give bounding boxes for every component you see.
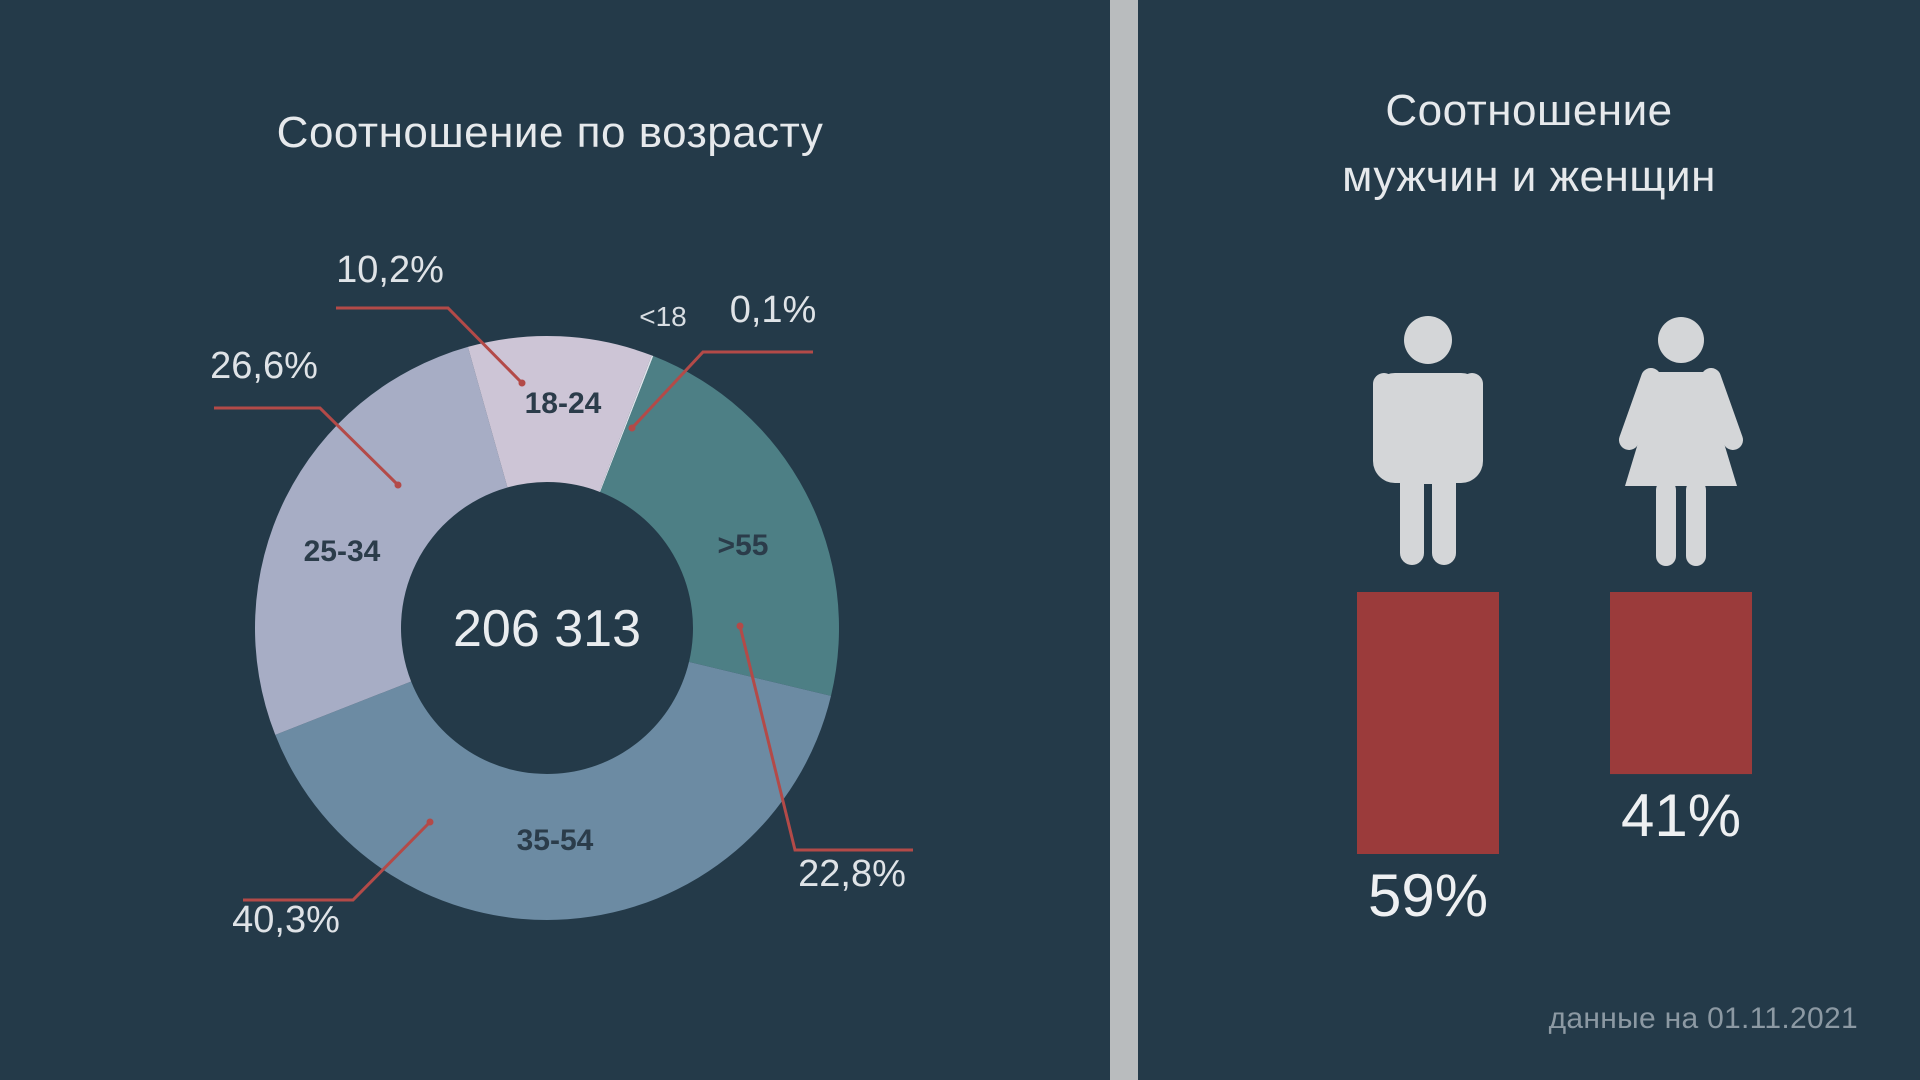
- slice-label-under-18: <18: [639, 301, 687, 332]
- leader-line-35-54: [243, 820, 432, 902]
- slice-under-18: [599, 355, 654, 493]
- slice-label-over-55: >55: [718, 529, 769, 562]
- gender-chart-title: Соотношение мужчин и женщин: [1138, 78, 1920, 210]
- slice-percent-over-55: 22,8%: [798, 853, 906, 895]
- age-panel: Соотношение по возрасту 206 313 <18 0,1% >5…: [210, 108, 913, 941]
- slice-label-35-54: 35-54: [517, 824, 594, 857]
- slice-percent-under-18: 0,1%: [730, 289, 817, 331]
- man-icon: [1373, 316, 1483, 565]
- bar-female: [1610, 592, 1752, 775]
- slice-percent-18-24: 10,2%: [336, 249, 444, 291]
- age-donut-chart: 206 313 <18 0,1% >55 22,8% 35-54 40,3% 25-34 26,…: [210, 249, 913, 941]
- leader-dot-25-34: [394, 481, 402, 489]
- leader-dot-18-24: [518, 379, 526, 387]
- leader-dot-over-55: [736, 622, 744, 630]
- slice-percent-35-54: 40,3%: [232, 899, 340, 941]
- gender-title-line-1: Соотношение: [1385, 86, 1673, 135]
- slice-35-54: [275, 661, 832, 920]
- bar-label-female: 41%: [1621, 782, 1741, 849]
- leader-line-over-55: [738, 625, 913, 852]
- panel-divider: [1110, 0, 1138, 1080]
- bar-male: [1357, 592, 1499, 854]
- gender-title-line-2: мужчин и женщин: [1342, 152, 1716, 201]
- data-date-footnote: данные на 01.11.2021: [1548, 1002, 1858, 1035]
- leader-dot-35-54: [426, 818, 434, 826]
- total-count-label: 206 313: [453, 600, 641, 658]
- donut-hole: [402, 483, 692, 773]
- slice-percent-25-34: 26,6%: [210, 345, 318, 387]
- slice-over-55: [600, 356, 839, 696]
- leader-dot-under-18: [628, 424, 636, 432]
- age-chart-title: Соотношение по возрасту: [276, 108, 824, 157]
- slice-label-18-24: 18-24: [525, 387, 602, 420]
- leader-line-under-18: [630, 350, 813, 430]
- woman-icon: [1619, 317, 1743, 566]
- slice-label-25-34: 25-34: [304, 535, 381, 568]
- slice-25-34: [255, 346, 508, 735]
- leader-line-25-34: [214, 406, 400, 487]
- leader-line-18-24: [336, 306, 524, 385]
- bar-label-male: 59%: [1368, 862, 1488, 929]
- gender-panel: Соотношение мужчин и женщин 59% 41% данны…: [1138, 0, 1920, 1080]
- gender-bar-chart: 59% 41%: [1357, 316, 1752, 929]
